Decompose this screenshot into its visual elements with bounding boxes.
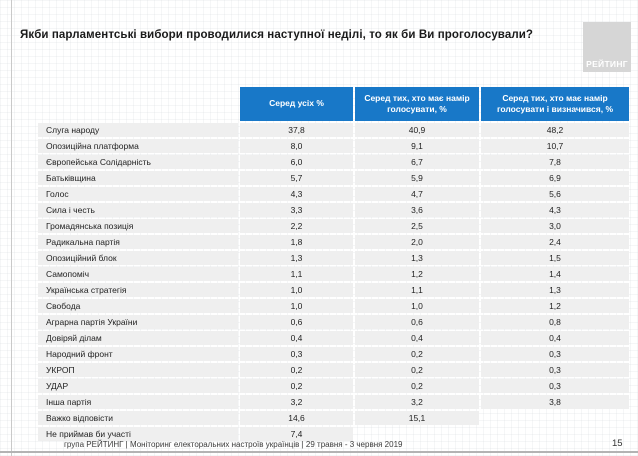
value-cell: 1,0 (355, 299, 479, 313)
value-cell: 6,9 (481, 171, 629, 185)
party-name-cell: Голос (38, 187, 238, 201)
value-cell: 0,3 (481, 363, 629, 377)
party-name-cell: Батьківщина (38, 171, 238, 185)
value-cell: 3,2 (240, 395, 353, 409)
party-name-cell: Опозиційний блок (38, 251, 238, 265)
value-cell: 3,0 (481, 219, 629, 233)
value-cell: 1,2 (355, 267, 479, 281)
value-cell (481, 427, 629, 441)
party-name-cell: Радикальна партія (38, 235, 238, 249)
value-cell: 1,1 (355, 283, 479, 297)
value-cell: 1,1 (240, 267, 353, 281)
column-header-among-all: Серед усіх % (240, 87, 353, 121)
value-cell: 2,2 (240, 219, 353, 233)
value-cell: 5,9 (355, 171, 479, 185)
value-cell: 14,6 (240, 411, 353, 425)
page-number: 15 (612, 438, 623, 449)
value-cell: 0,2 (240, 363, 353, 377)
party-name-cell: Інша партія (38, 395, 238, 409)
party-name-cell: Не приймав би участі (38, 427, 238, 441)
party-name-cell: Громадянська позиція (38, 219, 238, 233)
party-name-cell: УКРОП (38, 363, 238, 377)
party-name-cell: Українська стратегія (38, 283, 238, 297)
value-cell: 1,3 (355, 251, 479, 265)
party-name-cell: УДАР (38, 379, 238, 393)
value-cell: 0,4 (240, 331, 353, 345)
value-cell: 0,2 (355, 363, 479, 377)
value-cell: 3,6 (355, 203, 479, 217)
value-cell (481, 411, 629, 425)
party-name-cell: Свобода (38, 299, 238, 313)
value-cell: 0,6 (240, 315, 353, 329)
value-cell: 2,5 (355, 219, 479, 233)
value-cell: 48,2 (481, 123, 629, 137)
rating-logo: РЕЙТИНГ (583, 22, 631, 72)
value-cell: 8,0 (240, 139, 353, 153)
left-edge-line (11, 0, 12, 456)
value-cell: 9,1 (355, 139, 479, 153)
value-cell: 0,6 (355, 315, 479, 329)
value-cell: 3,2 (355, 395, 479, 409)
party-name-cell: Самопоміч (38, 267, 238, 281)
party-name-cell: Народний фронт (38, 347, 238, 361)
value-cell: 1,3 (481, 283, 629, 297)
value-cell: 0,3 (240, 347, 353, 361)
value-cell: 0,4 (355, 331, 479, 345)
value-cell: 7,4 (240, 427, 353, 441)
bottom-edge-line (0, 451, 638, 453)
page-title: Якби парламентські вибори проводилися на… (20, 29, 534, 41)
party-name-cell: Аграрна партія України (38, 315, 238, 329)
value-cell: 40,9 (355, 123, 479, 137)
value-cell: 7,8 (481, 155, 629, 169)
value-cell: 10,7 (481, 139, 629, 153)
value-cell: 0,4 (481, 331, 629, 345)
value-cell: 37,8 (240, 123, 353, 137)
value-cell: 0,3 (481, 379, 629, 393)
value-cell: 1,3 (240, 251, 353, 265)
value-cell: 4,3 (481, 203, 629, 217)
column-header-intend-and-decided: Серед тих, хто має намір голосувати і ви… (481, 87, 629, 121)
value-cell: 0,3 (481, 347, 629, 361)
value-cell: 0,2 (355, 379, 479, 393)
value-cell: 2,0 (355, 235, 479, 249)
value-cell: 0,8 (481, 315, 629, 329)
party-name-cell: Сила і честь (38, 203, 238, 217)
party-name-cell: Європейська Солідарність (38, 155, 238, 169)
value-cell: 0,2 (240, 379, 353, 393)
value-cell: 2,4 (481, 235, 629, 249)
party-name-cell: Довіряй ділам (38, 331, 238, 345)
value-cell: 1,8 (240, 235, 353, 249)
value-cell: 4,3 (240, 187, 353, 201)
value-cell: 6,7 (355, 155, 479, 169)
column-header-intend-to-vote: Серед тих, хто має намір голосувати, % (355, 87, 479, 121)
value-cell: 1,4 (481, 267, 629, 281)
footer-caption: група РЕЙТИНГ | Моніторинг електоральних… (64, 440, 403, 449)
value-cell: 4,7 (355, 187, 479, 201)
value-cell: 3,3 (240, 203, 353, 217)
value-cell (355, 427, 479, 441)
value-cell: 1,5 (481, 251, 629, 265)
party-column-spacer (38, 87, 238, 121)
value-cell: 0,2 (355, 347, 479, 361)
value-cell: 5,6 (481, 187, 629, 201)
value-cell: 1,0 (240, 299, 353, 313)
poll-table: Серед усіх % Серед тих, хто має намір го… (38, 87, 629, 441)
value-cell: 5,7 (240, 171, 353, 185)
party-name-cell: Слуга народу (38, 123, 238, 137)
value-cell: 1,2 (481, 299, 629, 313)
rating-logo-text: РЕЙТИНГ (586, 59, 628, 69)
value-cell: 6,0 (240, 155, 353, 169)
party-name-cell: Опозиційна платформа (38, 139, 238, 153)
party-name-cell: Важко відповісти (38, 411, 238, 425)
value-cell: 3,8 (481, 395, 629, 409)
value-cell: 1,0 (240, 283, 353, 297)
value-cell: 15,1 (355, 411, 479, 425)
